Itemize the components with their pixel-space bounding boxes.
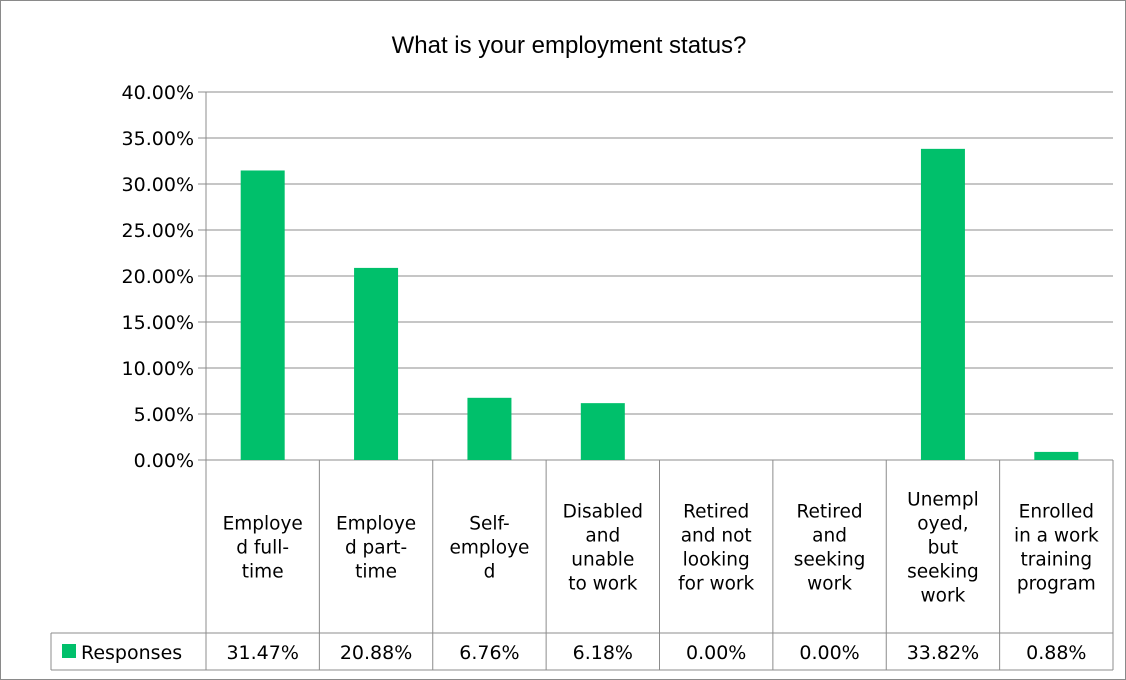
bar bbox=[920, 148, 965, 460]
data-table-value: 6.18% bbox=[573, 642, 633, 664]
y-tick-label: 40.00% bbox=[122, 82, 194, 104]
x-category-label: Enrolled in a work training program bbox=[1014, 502, 1099, 595]
y-tick-label: 5.00% bbox=[134, 404, 194, 426]
y-tick-label: 15.00% bbox=[122, 312, 194, 334]
data-table-value: 0.00% bbox=[686, 642, 746, 664]
bar bbox=[1034, 451, 1079, 460]
data-table-value: 33.82% bbox=[907, 642, 979, 664]
bar bbox=[580, 403, 625, 460]
y-tick-label: 25.00% bbox=[122, 220, 194, 242]
x-category-label: Self-employe d bbox=[449, 514, 529, 583]
y-tick-label: 30.00% bbox=[122, 174, 194, 196]
data-table-value: 0.88% bbox=[1026, 642, 1086, 664]
x-category-label: Employe d part-time bbox=[336, 514, 416, 583]
data-table: Employe d full-time Employe d part-time Self… bbox=[50, 460, 1114, 671]
x-category-label: Employe d full-time bbox=[223, 514, 303, 583]
legend-label: Responses bbox=[81, 642, 182, 664]
bar bbox=[467, 397, 512, 460]
grid-layer: 0.00% 5.00% 10.00% 15.00% 20.00% 25.00% 30.00%… bbox=[122, 82, 1113, 472]
x-category-label: Retired and seeking work bbox=[794, 502, 866, 595]
y-tick-label: 35.00% bbox=[122, 128, 194, 150]
x-category-label: Unempl oyed, but seeking work bbox=[907, 490, 979, 607]
bar bbox=[240, 170, 285, 460]
data-table-value: 20.88% bbox=[340, 642, 412, 664]
legend-swatch bbox=[62, 644, 76, 658]
data-table-value: 6.76% bbox=[459, 642, 519, 664]
y-tick-label: 0.00% bbox=[134, 450, 194, 472]
y-tick-label: 20.00% bbox=[122, 266, 194, 288]
y-tick-label: 10.00% bbox=[122, 358, 194, 380]
data-table-value: 0.00% bbox=[799, 642, 859, 664]
chart-title: What is your employment status? bbox=[392, 32, 747, 59]
x-category-label: Retired and not looking for work bbox=[678, 502, 754, 595]
bar-layer bbox=[240, 148, 1079, 460]
bar bbox=[354, 267, 399, 460]
data-table-value: 31.47% bbox=[226, 642, 298, 664]
x-category-label: Disabled and unable to work bbox=[563, 502, 643, 595]
